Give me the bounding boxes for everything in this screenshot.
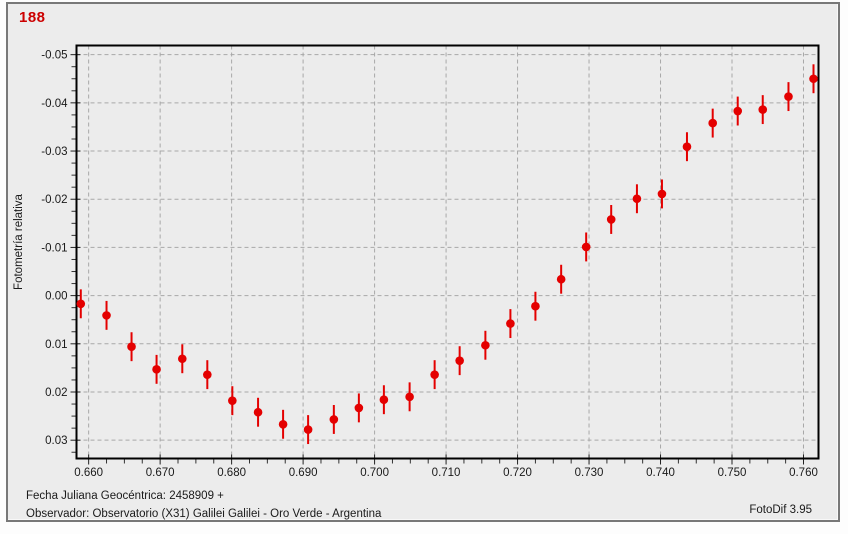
data-point: [379, 395, 389, 405]
x-tick-label: 0.730: [575, 467, 604, 479]
data-point: [253, 407, 263, 417]
julian-date-label: Fecha Juliana Geocéntrica: 2458909 +: [26, 490, 224, 502]
plot-area: [76, 45, 819, 459]
x-tick-label: 0.670: [146, 467, 175, 479]
data-point: [606, 215, 616, 224]
y-tick-label: 0.00: [45, 291, 67, 303]
data-point: [303, 425, 313, 434]
data-point: [102, 311, 111, 320]
data-point: [430, 370, 439, 379]
y-tick-label: -0.04: [41, 98, 68, 110]
y-axis-title: Fotometría relativa: [13, 193, 25, 289]
app-version-label: FotoDif 3.95: [749, 504, 812, 516]
data-point: [152, 365, 161, 374]
data-point: [809, 74, 818, 84]
data-point: [228, 396, 237, 405]
x-tick-label: 0.700: [360, 467, 389, 479]
data-point: [481, 340, 490, 350]
data-point: [784, 92, 793, 101]
data-point: [657, 189, 667, 199]
data-point: [682, 142, 692, 152]
x-tick-label: 0.740: [646, 467, 675, 479]
data-point: [278, 419, 288, 429]
x-tick-label: 0.750: [718, 467, 747, 479]
data-point: [708, 118, 718, 128]
data-point: [177, 354, 187, 364]
data-point: [405, 392, 414, 402]
x-tick-label: 0.710: [432, 467, 461, 479]
data-point: [354, 403, 364, 413]
y-tick-label: -0.03: [41, 146, 67, 158]
observer-label: Observador: Observatorio (X31) Galilei G…: [26, 508, 382, 520]
y-tick-label: -0.02: [41, 194, 67, 206]
data-point: [556, 274, 566, 284]
x-tick-label: 0.660: [74, 467, 103, 479]
fotodif-window: 188 0.660 0.670 0.680 0.690 0.700 0.710 0.720 0…: [6, 2, 840, 522]
data-point: [758, 105, 768, 114]
y-tick-label: 0.02: [45, 387, 67, 399]
x-tick-label: 0.690: [289, 467, 318, 479]
data-point: [581, 242, 591, 252]
plot-frame: [75, 44, 820, 460]
x-tick-label: 0.720: [503, 467, 532, 479]
y-tick-label: -0.05: [41, 50, 67, 62]
data-point: [506, 319, 515, 328]
data-point: [455, 356, 464, 365]
y-tick-label: -0.01: [41, 242, 67, 254]
data-point: [733, 106, 743, 116]
page-title: 188: [19, 9, 46, 26]
data-point: [531, 301, 540, 311]
data-point: [203, 370, 212, 379]
data-point: [127, 342, 136, 351]
y-tick-label: 0.03: [45, 435, 67, 447]
data-point: [329, 415, 339, 424]
data-point: [632, 194, 642, 204]
x-tick-label: 0.680: [217, 467, 246, 479]
data-point: [76, 299, 86, 309]
x-tick-label: 0.760: [789, 467, 818, 479]
y-tick-label: 0.01: [45, 339, 67, 351]
